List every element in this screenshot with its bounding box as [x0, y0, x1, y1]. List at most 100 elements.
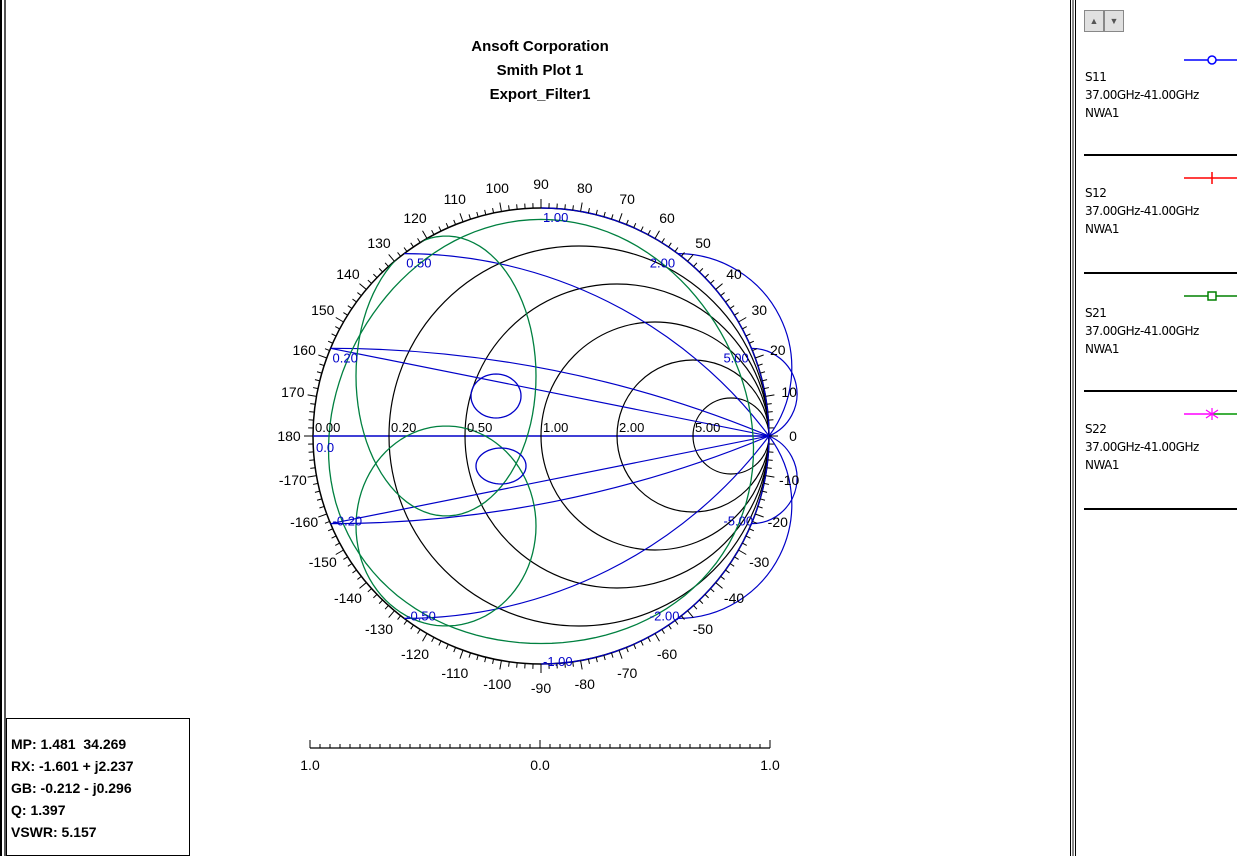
angle-tick	[633, 644, 637, 650]
scale-label: 0.0	[530, 757, 550, 773]
angle-label: 110	[444, 191, 467, 207]
legend-range: 37.00GHz-41.00GHz	[1085, 204, 1199, 218]
legend-entry-s11[interactable]: S11 37.00GHz-41.00GHz NWA1	[1084, 38, 1237, 156]
angle-tick	[309, 411, 315, 413]
angle-tick	[492, 658, 495, 665]
reactance-label: -1.00	[543, 654, 573, 669]
angle-tick	[307, 394, 317, 397]
angle-tick	[516, 662, 518, 668]
angle-tick	[459, 213, 464, 222]
angle-label: -140	[334, 590, 362, 606]
angle-tick	[335, 326, 340, 330]
angle-tick	[445, 222, 449, 228]
angle-tick	[499, 202, 502, 212]
angle-tick	[745, 333, 751, 337]
legend-label: S11	[1085, 70, 1107, 84]
angle-label: -170	[279, 472, 307, 488]
scale-label: 1.0	[760, 757, 780, 773]
angle-tick	[410, 242, 414, 248]
angle-tick	[316, 498, 322, 501]
angle-tick	[699, 599, 704, 604]
angle-tick	[331, 535, 337, 539]
angle-tick	[762, 379, 768, 382]
angle-label: -130	[365, 621, 393, 637]
resistance-label: 1.00	[543, 420, 568, 435]
angle-label: 140	[336, 266, 360, 282]
reactance-arc	[677, 435, 793, 619]
marker-vswr: VSWR: 5.157	[11, 824, 97, 840]
angle-tick	[755, 354, 764, 359]
angle-tick	[654, 633, 660, 642]
legend-entry-s21[interactable]: S21 37.00GHz-41.00GHz NWA1	[1084, 274, 1237, 392]
resistance-label: 5.00	[695, 420, 720, 435]
angle-label: 10	[781, 384, 797, 400]
angle-tick	[417, 629, 421, 634]
angle-label: -50	[693, 621, 713, 637]
scroll-up-icon[interactable]: ▲	[1084, 10, 1104, 32]
angle-tick	[310, 403, 316, 405]
angle-tick	[417, 238, 421, 243]
reactance-label: -0.50	[406, 608, 436, 623]
scroll-down-icon[interactable]: ▼	[1104, 10, 1124, 32]
angle-label: -10	[779, 472, 799, 488]
legend-scroll-buttons: ▲ ▼	[1084, 10, 1124, 32]
angle-tick	[324, 520, 330, 524]
reactance-arc	[751, 435, 798, 525]
legend-entry-s12[interactable]: S12 37.00GHz-41.00GHz NWA1	[1084, 156, 1237, 274]
angle-tick	[752, 348, 758, 352]
angle-tick	[516, 204, 518, 210]
legend-panel: ▲ ▼ S11 37.00GHz-41.00GHz NWA1 S12 37.00…	[1070, 0, 1237, 856]
angle-tick	[373, 594, 378, 599]
angle-tick	[468, 652, 472, 658]
angle-tick	[314, 490, 320, 493]
reactance-arc	[404, 435, 770, 619]
angle-label: 160	[293, 342, 317, 358]
angle-tick	[431, 230, 435, 235]
s11-trace-loop	[475, 447, 527, 485]
reactance-arc	[404, 253, 770, 437]
angle-label: 20	[770, 342, 786, 358]
angle-tick	[693, 262, 698, 267]
angle-tick	[767, 411, 773, 413]
angle-tick	[734, 556, 739, 560]
angle-tick	[704, 594, 709, 599]
chart-title-design: Export_Filter1	[489, 86, 591, 103]
legend-range: 37.00GHz-41.00GHz	[1085, 88, 1199, 102]
angle-label: 80	[577, 180, 593, 196]
radial-line	[330, 435, 770, 525]
angle-label: 60	[659, 210, 675, 226]
angle-tick	[314, 379, 320, 382]
angle-label: 90	[533, 176, 549, 192]
angle-label: -150	[309, 554, 337, 570]
reactance-label: -5.00	[723, 514, 753, 529]
angle-tick	[687, 610, 694, 618]
angle-tick	[625, 219, 629, 225]
reactance-arc	[330, 347, 770, 437]
angle-label: -60	[657, 646, 677, 662]
legend-entry-s22[interactable]: S22 37.00GHz-41.00GHz NWA1	[1084, 392, 1237, 510]
angle-tick	[310, 467, 316, 469]
angle-tick	[765, 394, 775, 397]
reactance-arc	[751, 347, 798, 437]
legend-label: S12	[1085, 186, 1107, 200]
angle-tick	[610, 652, 614, 658]
angle-tick	[760, 371, 766, 374]
reactance-arc	[540, 435, 770, 665]
angle-tick	[674, 620, 679, 625]
angle-tick	[331, 333, 337, 337]
angle-label: -100	[483, 676, 511, 692]
legend-source: NWA1	[1085, 342, 1120, 356]
angle-tick	[572, 661, 574, 667]
angle-tick	[757, 505, 763, 509]
angle-tick	[745, 535, 751, 539]
angle-tick	[618, 650, 623, 659]
angle-tick	[422, 633, 428, 642]
angle-tick	[318, 513, 327, 518]
angle-tick	[384, 605, 389, 610]
angle-tick	[738, 317, 747, 323]
angle-tick	[476, 655, 479, 661]
s22-trace	[355, 235, 537, 517]
legend-range: 37.00GHz-41.00GHz	[1085, 440, 1199, 454]
angle-tick	[625, 647, 629, 653]
angle-label: -30	[749, 554, 769, 570]
